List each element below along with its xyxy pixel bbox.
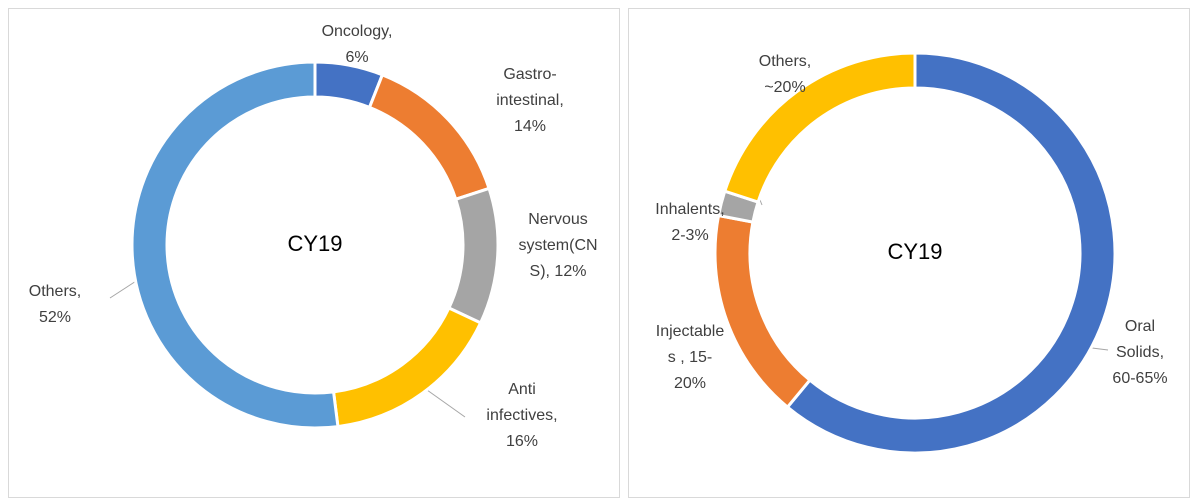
donut-segment [722, 51, 917, 204]
data-label: Injectable [656, 323, 725, 340]
data-label: Oncology, [322, 23, 393, 40]
data-label: Gastro- [503, 66, 556, 83]
donut-segment [331, 306, 483, 429]
data-label: Others, [759, 53, 811, 70]
data-label: ~20% [764, 79, 805, 96]
data-label: Anti [508, 381, 536, 398]
data-label: 20% [674, 375, 706, 392]
data-label: 52% [39, 309, 71, 326]
data-label: 2-3% [671, 227, 708, 244]
data-label: Oral [1125, 318, 1155, 335]
data-label: Others, [29, 283, 81, 300]
donut-segment [367, 72, 491, 202]
data-label: 14% [514, 118, 546, 135]
donut-segment [785, 51, 1117, 455]
center-label: CY19 [287, 231, 342, 256]
data-label: infectives, [486, 407, 557, 424]
data-label: intestinal, [496, 92, 564, 109]
data-label: 6% [345, 49, 368, 66]
data-label: Solids, [1116, 344, 1164, 361]
data-label: 60-65% [1112, 370, 1167, 387]
donut-segment [446, 186, 500, 325]
data-label: Inhalents, [655, 201, 724, 218]
center-label: CY19 [887, 239, 942, 264]
data-label: S), 12% [530, 263, 587, 280]
data-label: system(CN [518, 237, 597, 254]
data-label: s , 15- [668, 349, 712, 366]
donut-segment [713, 213, 812, 410]
data-label: Nervous [528, 211, 588, 228]
data-label: 16% [506, 433, 538, 450]
donut-segment [130, 60, 340, 430]
